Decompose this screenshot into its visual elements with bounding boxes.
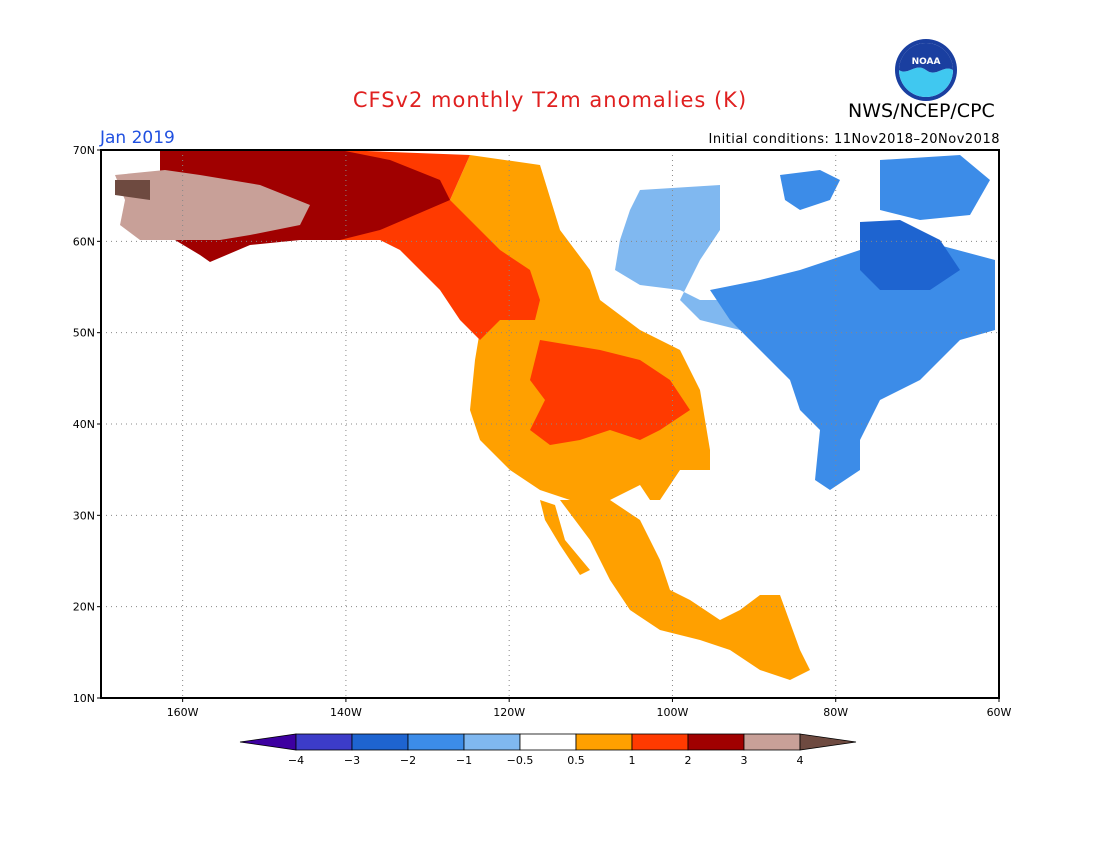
chart-title: CFSv2 monthly T2m anomalies (K) bbox=[352, 88, 748, 112]
colorbar-max-arrow bbox=[799, 733, 857, 751]
lat-tick-label: 60N bbox=[73, 235, 95, 248]
anomaly-quebec-northeast bbox=[710, 240, 995, 490]
lon-tick-label: 120W bbox=[493, 706, 525, 719]
lat-ticks: 70N 60N 50N 40N 30N 20N 10N bbox=[73, 144, 101, 705]
colorbar-swatch bbox=[407, 733, 465, 751]
lat-tick-label: 10N bbox=[73, 692, 95, 705]
lat-tick-label: 30N bbox=[73, 509, 95, 522]
anomaly-labrador bbox=[860, 220, 960, 290]
colorbar-swatch bbox=[463, 733, 521, 751]
anomaly-alaska-west bbox=[115, 170, 310, 240]
colorbar-label: −1 bbox=[456, 754, 472, 767]
colorbar-label: 4 bbox=[797, 754, 804, 767]
lon-tick-label: 100W bbox=[657, 706, 689, 719]
initial-conditions-label: Initial conditions: 11Nov2018–20Nov2018 bbox=[708, 132, 1000, 147]
colorbar-swatch bbox=[631, 733, 689, 751]
anomaly-mexico bbox=[560, 500, 810, 680]
lon-tick-label: 160W bbox=[167, 706, 199, 719]
anomaly-alaska-tip bbox=[115, 180, 150, 200]
lon-tick-label: 140W bbox=[330, 706, 362, 719]
noaa-logo: NOAA bbox=[895, 39, 957, 101]
colorbar: −4 −3 −2 −1 −0.5 0.5 1 2 3 4 bbox=[239, 733, 857, 767]
lon-tick-label: 80W bbox=[823, 706, 848, 719]
colorbar-label: −2 bbox=[400, 754, 416, 767]
lon-ticks: 160W 140W 120W 100W 80W 60W bbox=[167, 698, 1012, 719]
colorbar-label: 3 bbox=[741, 754, 748, 767]
anomaly-rockies bbox=[530, 340, 690, 445]
colorbar-label: 1 bbox=[629, 754, 636, 767]
anomaly-baja bbox=[540, 500, 590, 575]
colorbar-swatch bbox=[295, 733, 353, 751]
lat-tick-label: 70N bbox=[73, 144, 95, 157]
colorbar-min-arrow bbox=[239, 733, 297, 751]
lat-tick-label: 40N bbox=[73, 418, 95, 431]
colorbar-label: −4 bbox=[288, 754, 304, 767]
organization-label: NWS/NCEP/CPC bbox=[848, 100, 995, 122]
lat-tick-label: 20N bbox=[73, 601, 95, 614]
colorbar-swatch bbox=[687, 733, 745, 751]
valid-month-label: Jan 2019 bbox=[100, 128, 175, 148]
anomaly-arctic-islands bbox=[780, 170, 840, 210]
colorbar-label: 0.5 bbox=[567, 754, 585, 767]
colorbar-swatch bbox=[519, 733, 577, 751]
colorbar-swatch bbox=[575, 733, 633, 751]
colorbar-label: 2 bbox=[685, 754, 692, 767]
lon-tick-label: 60W bbox=[987, 706, 1012, 719]
anomaly-greenland-edge bbox=[880, 155, 990, 220]
anomaly-hudson-bay-west bbox=[615, 185, 780, 335]
anomaly-layer bbox=[115, 150, 995, 680]
lat-tick-label: 50N bbox=[73, 327, 95, 340]
colorbar-label: −3 bbox=[344, 754, 360, 767]
noaa-logo-text: NOAA bbox=[912, 57, 941, 67]
colorbar-label: −0.5 bbox=[507, 754, 534, 767]
colorbar-swatch bbox=[743, 733, 801, 751]
colorbar-swatch bbox=[351, 733, 409, 751]
